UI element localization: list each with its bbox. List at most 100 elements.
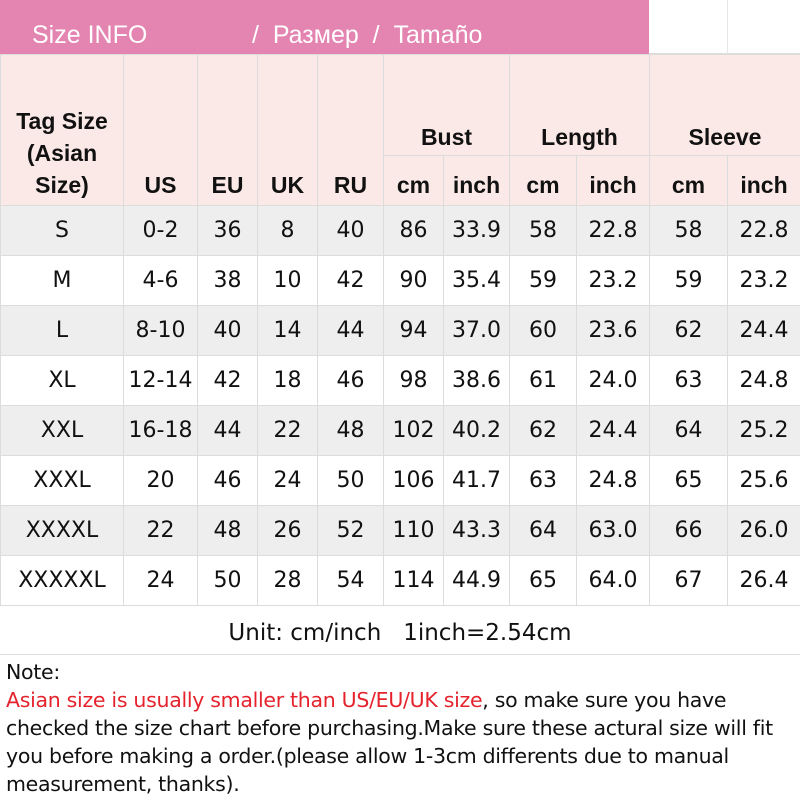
table-row: M 4-6 38 10 42 90 35.4 59 23.2 59 23.2 — [0, 255, 800, 306]
title-size-info: Size INFO — [32, 21, 148, 49]
cell-tag-size: XL — [0, 355, 124, 406]
table-row: XXXL 20 46 24 50 106 41.7 63 24.8 65 25.6 — [0, 455, 800, 506]
table-row: XXL 16-18 44 22 48 102 40.2 62 24.4 64 25.2 — [0, 405, 800, 456]
cell-sleeve-inch: 26.0 — [727, 505, 800, 556]
cell-bust-inch: 43.3 — [443, 505, 510, 556]
cell-sleeve-cm: 66 — [649, 505, 728, 556]
cell-length-inch: 23.2 — [576, 255, 650, 306]
cell-uk: 8 — [257, 205, 318, 256]
cell-ru: 54 — [317, 555, 384, 606]
cell-us: 20 — [123, 455, 198, 506]
cell-us: 24 — [123, 555, 198, 606]
cell-length-inch: 23.6 — [576, 305, 650, 356]
cell-bust-inch: 33.9 — [443, 205, 510, 256]
cell-eu: 46 — [197, 455, 258, 506]
cell-ru: 44 — [317, 305, 384, 356]
table-row: XXXXXL 24 50 28 54 114 44.9 65 64.0 67 26.4 — [0, 555, 800, 606]
cell-uk: 28 — [257, 555, 318, 606]
header-length-cm: cm — [509, 155, 577, 206]
cell-eu: 40 — [197, 305, 258, 356]
cell-eu: 36 — [197, 205, 258, 256]
cell-eu: 38 — [197, 255, 258, 306]
cell-bust-inch: 41.7 — [443, 455, 510, 506]
note-warning: Asian size is usually smaller than US/EU… — [6, 688, 483, 712]
header-bust-inch: inch — [443, 155, 510, 206]
cell-uk: 18 — [257, 355, 318, 406]
cell-sleeve-cm: 58 — [649, 205, 728, 256]
cell-sleeve-inch: 23.2 — [727, 255, 800, 306]
cell-ru: 40 — [317, 205, 384, 256]
cell-ru: 50 — [317, 455, 384, 506]
cell-length-cm: 63 — [509, 455, 577, 506]
header-length: Length — [509, 54, 650, 156]
cell-us: 0-2 — [123, 205, 198, 256]
header-tag-size: Tag Size (Asian Size) — [0, 54, 124, 206]
note-label: Note: — [6, 660, 60, 684]
cell-tag-size: M — [0, 255, 124, 306]
cell-length-cm: 58 — [509, 205, 577, 256]
cell-bust-inch: 38.6 — [443, 355, 510, 406]
header-sleeve-cm: cm — [649, 155, 728, 206]
table-row: XXXXL 22 48 26 52 110 43.3 64 63.0 66 26.0 — [0, 505, 800, 556]
cell-ru: 46 — [317, 355, 384, 406]
cell-sleeve-inch: 24.4 — [727, 305, 800, 356]
cell-us: 22 — [123, 505, 198, 556]
cell-us: 12-14 — [123, 355, 198, 406]
cell-bust-cm: 86 — [383, 205, 444, 256]
size-chart-table: Tag Size (Asian Size) US EU UK RU Bust L… — [0, 54, 800, 606]
cell-ru: 42 — [317, 255, 384, 306]
header-uk: UK — [257, 54, 318, 206]
cell-bust-cm: 110 — [383, 505, 444, 556]
cell-bust-cm: 102 — [383, 405, 444, 456]
note-text: , so make sure you have checked the size… — [6, 688, 773, 796]
cell-sleeve-inch: 24.8 — [727, 355, 800, 406]
cell-sleeve-cm: 63 — [649, 355, 728, 406]
cell-ru: 52 — [317, 505, 384, 556]
cell-length-inch: 24.4 — [576, 405, 650, 456]
title-translations: / Размер / Tamaño — [252, 21, 483, 49]
cell-eu: 50 — [197, 555, 258, 606]
cell-length-inch: 24.8 — [576, 455, 650, 506]
cell-length-cm: 64 — [509, 505, 577, 556]
header-bust: Bust — [383, 54, 510, 156]
cell-tag-size: XXXXXL — [0, 555, 124, 606]
size-info-title: Size INFO / Размер / Tamaño — [0, 0, 649, 54]
cell-sleeve-inch: 22.8 — [727, 205, 800, 256]
header-us: US — [123, 54, 198, 206]
cell-uk: 14 — [257, 305, 318, 356]
cell-tag-size: S — [0, 205, 124, 256]
cell-bust-inch: 35.4 — [443, 255, 510, 306]
cell-bust-cm: 94 — [383, 305, 444, 356]
cell-sleeve-inch: 25.6 — [727, 455, 800, 506]
cell-bust-inch: 44.9 — [443, 555, 510, 606]
cell-uk: 22 — [257, 405, 318, 456]
header-eu: EU — [197, 54, 258, 206]
cell-length-inch: 64.0 — [576, 555, 650, 606]
note: Note: Asian size is usually smaller than … — [6, 658, 796, 798]
table-row: XL 12-14 42 18 46 98 38.6 61 24.0 63 24.8 — [0, 355, 800, 406]
cell-us: 8-10 — [123, 305, 198, 356]
cell-length-inch: 24.0 — [576, 355, 650, 406]
cell-length-inch: 63.0 — [576, 505, 650, 556]
unit-note: Unit: cm/inch 1inch=2.54cm — [0, 605, 800, 655]
cell-uk: 24 — [257, 455, 318, 506]
cell-bust-cm: 98 — [383, 355, 444, 406]
cell-us: 4-6 — [123, 255, 198, 306]
cell-length-cm: 62 — [509, 405, 577, 456]
cell-bust-cm: 90 — [383, 255, 444, 306]
cell-eu: 42 — [197, 355, 258, 406]
header-sleeve-inch: inch — [727, 155, 800, 206]
header-blank — [649, 0, 800, 54]
table-row: L 8-10 40 14 44 94 37.0 60 23.6 62 24.4 — [0, 305, 800, 356]
cell-length-cm: 65 — [509, 555, 577, 606]
cell-length-cm: 61 — [509, 355, 577, 406]
cell-eu: 44 — [197, 405, 258, 456]
cell-sleeve-cm: 65 — [649, 455, 728, 506]
cell-tag-size: XXL — [0, 405, 124, 456]
cell-eu: 48 — [197, 505, 258, 556]
cell-bust-inch: 37.0 — [443, 305, 510, 356]
cell-length-inch: 22.8 — [576, 205, 650, 256]
cell-sleeve-cm: 62 — [649, 305, 728, 356]
cell-length-cm: 59 — [509, 255, 577, 306]
header-ru: RU — [317, 54, 384, 206]
